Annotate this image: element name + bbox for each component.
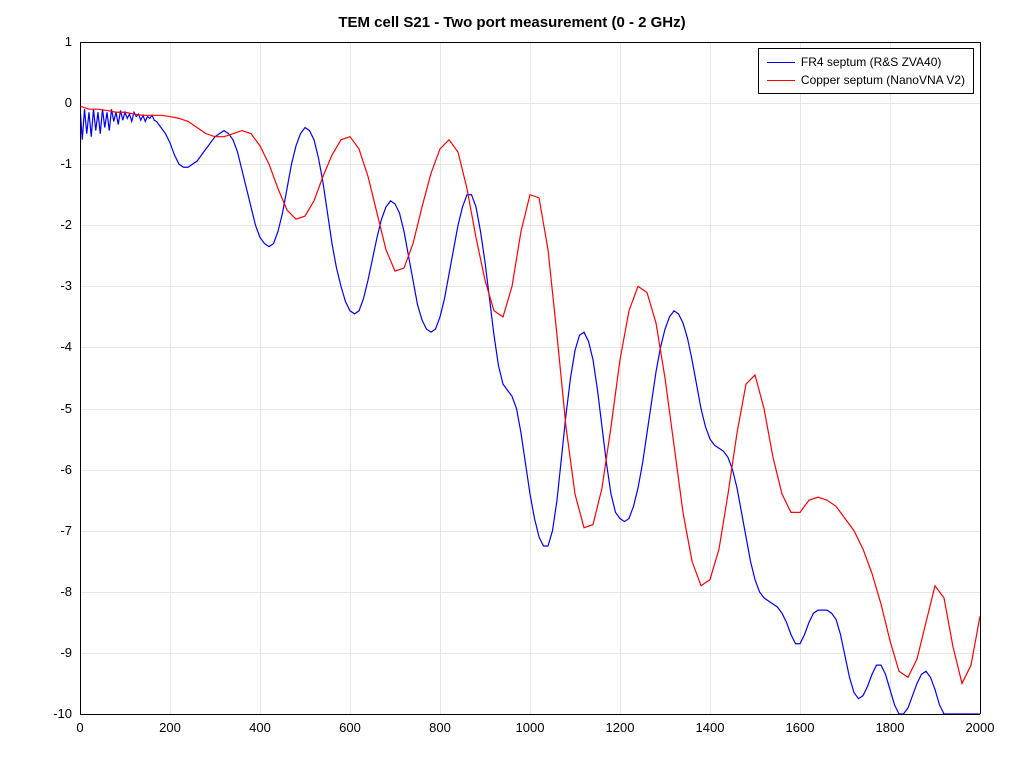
axis-border [980,42,981,714]
legend-box: FR4 septum (R&S ZVA40) Copper septum (Nan… [758,48,974,94]
axis-border [80,42,81,714]
legend-line-swatch [767,80,795,81]
series-line [80,106,980,714]
series-line [80,106,980,683]
legend-item: Copper septum (NanoVNA V2) [767,71,965,89]
axis-border [80,42,980,43]
chart-container: TEM cell S21 - Two port measurement (0 -… [0,0,1024,768]
legend-line-swatch [767,62,795,63]
legend-label: Copper septum (NanoVNA V2) [801,73,965,87]
legend-label: FR4 septum (R&S ZVA40) [801,55,941,69]
legend-item: FR4 septum (R&S ZVA40) [767,53,965,71]
axis-border [80,714,980,715]
data-lines-svg [0,0,1024,768]
